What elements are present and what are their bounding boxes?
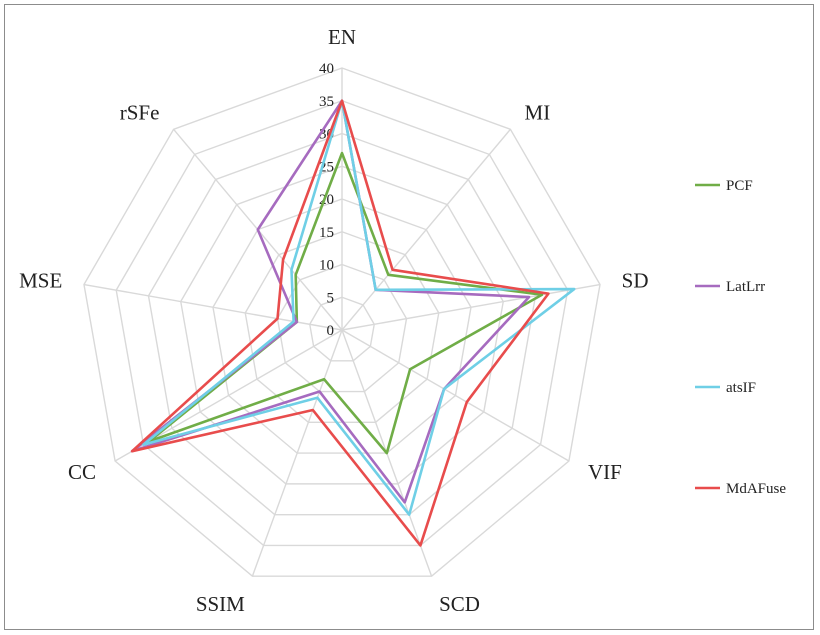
axis-label-mse: MSE [19,269,62,293]
series-lines [130,99,576,547]
spoke-mi [341,128,511,331]
spoke-vif [341,329,570,462]
legend: PCF LatLrr atsIF MdAFuse [695,178,786,497]
tick-label-5: 5 [327,290,335,306]
grid-ring-25 [180,165,504,485]
legend-label-pcf: PCF [726,178,753,194]
series-line-pcf [147,151,544,455]
grid-ring-40 [83,67,601,577]
radar-grid [83,67,601,577]
spoke-mse [83,283,343,331]
spoke-ssim [251,329,343,577]
axis-label-scd: SCD [439,592,480,616]
tick-label-35: 35 [319,94,334,110]
grid-ring-35 [115,100,569,547]
tick-label-40: 40 [319,61,334,77]
tick-label-10: 10 [319,258,334,274]
chart-frame [4,4,814,630]
axis-label-en: EN [328,25,356,49]
grid-ring-20 [212,198,472,454]
axis-label-cc: CC [68,460,96,484]
axis-labels: EN MI SD VIF SCD SSIM CC MSE rSFe [19,25,648,616]
tick-label-0: 0 [327,323,335,339]
axis-label-vif: VIF [588,460,622,484]
axis-label-rsfe: rSFe [120,100,160,124]
legend-label-mdafuse: MdAFuse [726,481,786,497]
series-line-latlrr [130,99,531,504]
grid-ring-5 [309,296,375,362]
legend-label-latlrr: LatLrr [726,279,765,295]
grid-ring-10 [276,263,408,393]
grid-ring-30 [147,132,537,516]
series-line-mdafuse [130,99,550,547]
tick-label-15: 15 [319,225,334,241]
axis-label-sd: SD [622,269,649,293]
axis-label-ssim: SSIM [196,592,245,616]
axis-label-mi: MI [525,100,551,124]
series-line-atsif [142,99,576,516]
legend-label-atsif: atsIF [726,380,756,396]
spoke-sd [341,283,601,331]
